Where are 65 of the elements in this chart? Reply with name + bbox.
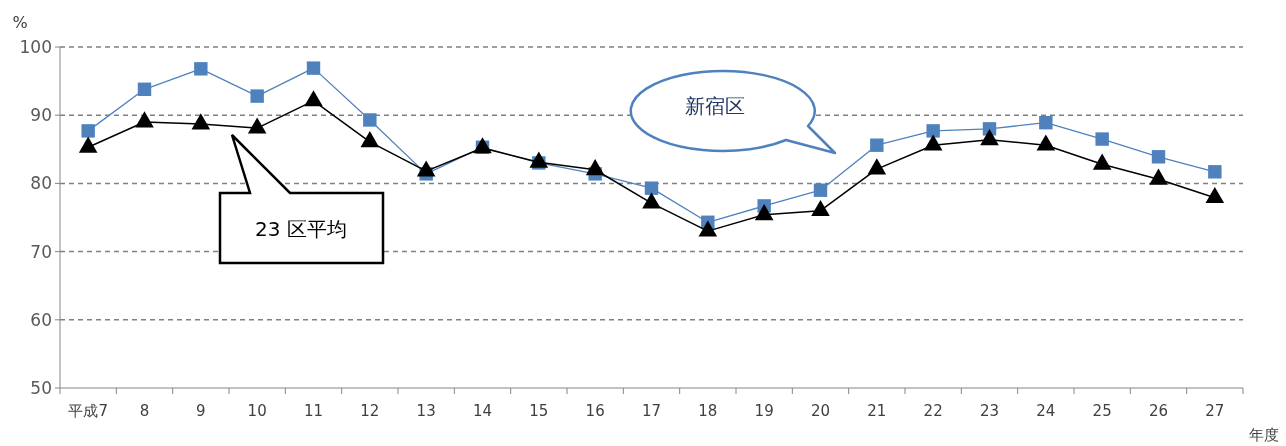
point xyxy=(1149,168,1168,185)
point xyxy=(137,82,152,96)
point xyxy=(1208,165,1222,179)
point xyxy=(363,113,377,127)
point xyxy=(191,113,211,130)
x-tick-label: 16 xyxy=(585,402,605,420)
point xyxy=(304,90,323,107)
point xyxy=(135,111,154,128)
point xyxy=(416,160,436,177)
point xyxy=(78,136,98,153)
x-tick-label: 12 xyxy=(360,402,380,420)
point xyxy=(1092,153,1112,170)
x-tick-label: 27 xyxy=(1205,402,1225,420)
x-tick-label: 15 xyxy=(529,402,549,420)
speech-bubble: 新宿区 xyxy=(629,69,837,155)
y-tick-label: 100 xyxy=(19,36,52,57)
y-tick-label: 90 xyxy=(30,105,52,126)
point xyxy=(1151,150,1166,164)
point xyxy=(1036,134,1056,151)
point xyxy=(813,183,828,197)
point xyxy=(1205,186,1225,204)
point xyxy=(754,204,774,221)
x-tick-label: 23 xyxy=(979,402,1000,420)
point xyxy=(529,151,549,168)
y-tick-label: 50 xyxy=(30,377,52,398)
x-tick-label: 26 xyxy=(1148,402,1169,420)
x-tick-label: 13 xyxy=(416,402,436,420)
point xyxy=(923,134,943,151)
point xyxy=(247,117,267,134)
x-tick-label: 14 xyxy=(472,402,493,420)
y-tick-label: 80 xyxy=(30,173,52,194)
point xyxy=(870,138,884,152)
point xyxy=(1095,132,1109,146)
y-tick-label: 70 xyxy=(30,241,52,262)
x-tick-label: 9 xyxy=(196,402,206,420)
x-tick-label: 21 xyxy=(867,402,887,420)
point xyxy=(250,89,264,103)
point xyxy=(867,158,887,175)
x-tick-label: 8 xyxy=(139,402,150,420)
point xyxy=(81,124,95,138)
x-axis-title: 年度 xyxy=(1249,426,1279,444)
x-tick-label: 平成7 xyxy=(68,402,108,420)
x-tick-label: 24 xyxy=(1036,402,1056,420)
x-tick-label: 11 xyxy=(303,402,324,420)
x-tick-label: 22 xyxy=(923,402,943,420)
x-tick-label: 19 xyxy=(754,402,774,420)
x-tick-label: 17 xyxy=(641,402,662,420)
point xyxy=(642,192,661,209)
point xyxy=(585,159,605,176)
y-tick-label: 60 xyxy=(30,309,52,330)
point xyxy=(360,131,380,148)
y-axis-title: % xyxy=(12,13,28,32)
point xyxy=(980,129,999,146)
point xyxy=(811,199,830,217)
callout-box: 23 区平均 xyxy=(218,133,385,265)
x-tick-label: 20 xyxy=(810,402,831,420)
x-tick-label: 10 xyxy=(247,402,267,420)
x-tick-label: 25 xyxy=(1092,402,1112,420)
point xyxy=(1039,115,1053,130)
point xyxy=(698,220,718,237)
point xyxy=(306,61,321,75)
point xyxy=(194,62,208,76)
point xyxy=(926,124,940,138)
x-tick-label: 18 xyxy=(698,402,718,420)
point xyxy=(644,181,659,195)
